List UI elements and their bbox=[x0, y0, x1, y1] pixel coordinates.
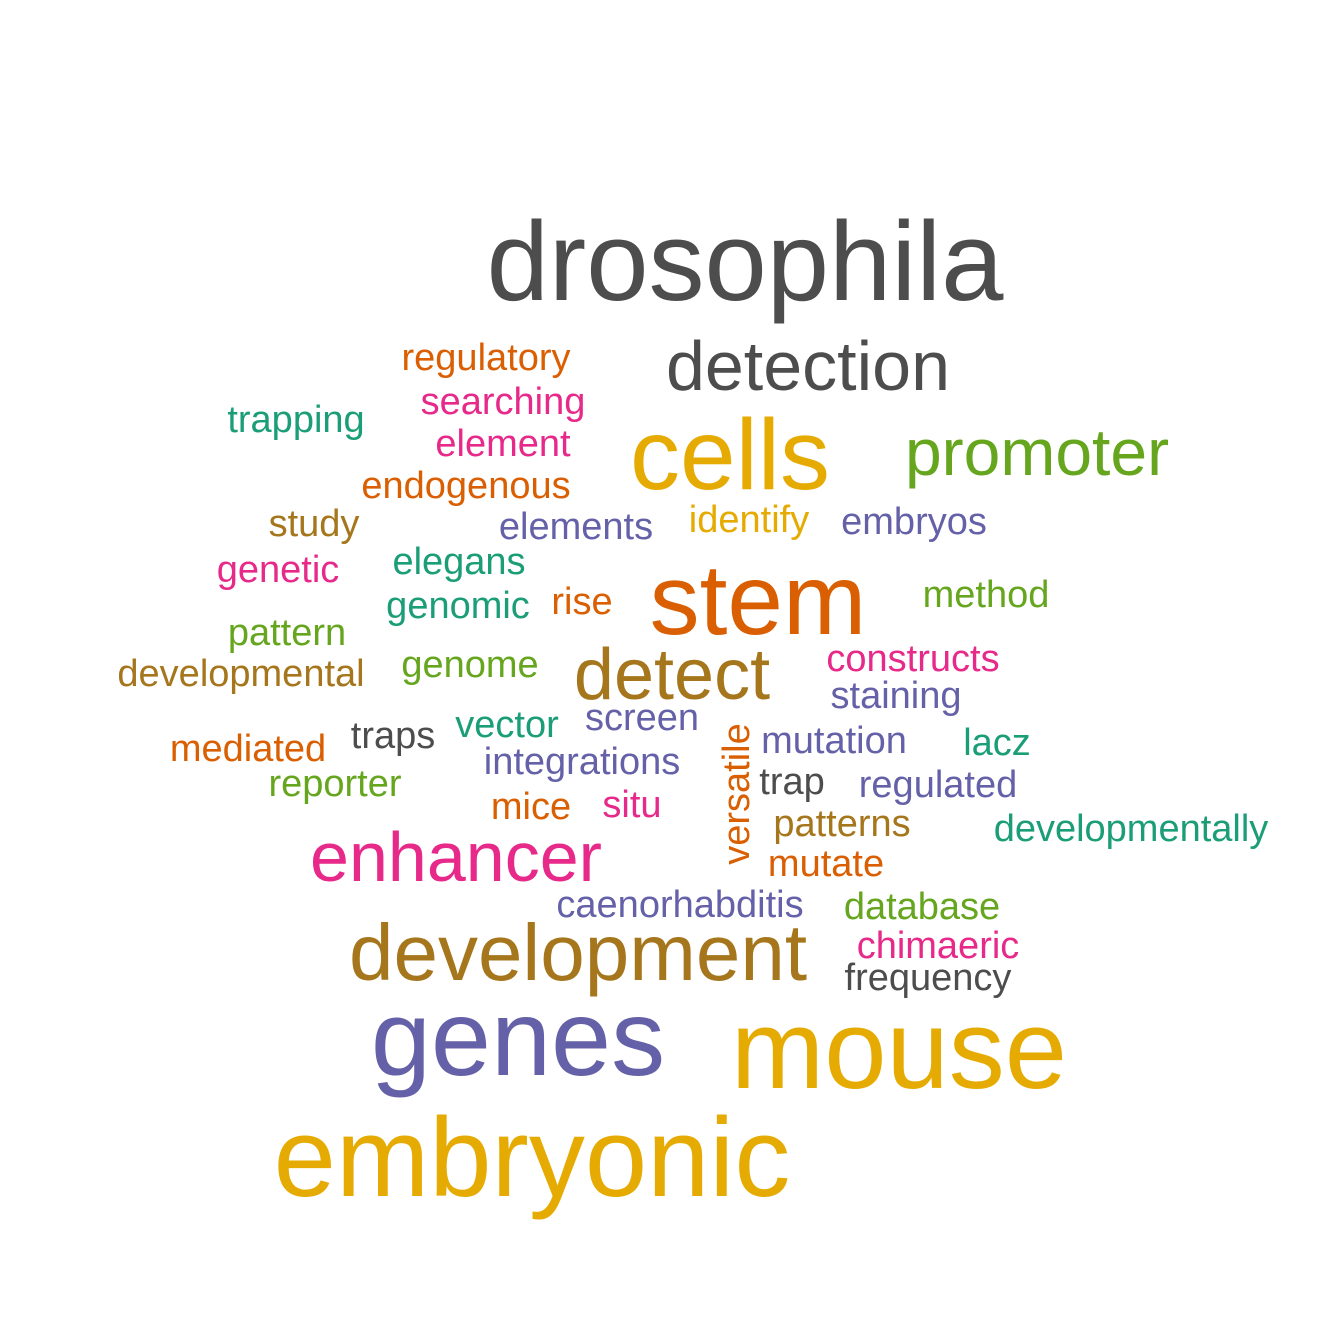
word-mouse: mouse bbox=[730, 987, 1068, 1112]
word-constructs: constructs bbox=[826, 638, 1000, 680]
word-drosophila: drosophila bbox=[486, 199, 1004, 324]
word-identify: identify bbox=[688, 499, 810, 541]
word-traps: traps bbox=[350, 715, 436, 757]
word-developmental: developmental bbox=[117, 653, 365, 695]
word-caenorhabditis: caenorhabditis bbox=[556, 884, 804, 926]
word-versatile: versatile bbox=[716, 723, 758, 865]
word-vector: vector bbox=[455, 704, 559, 746]
word-developmentally: developmentally bbox=[993, 808, 1269, 850]
word-detection: detection bbox=[665, 327, 951, 405]
word-frequency: frequency bbox=[844, 957, 1012, 999]
word-situ: situ bbox=[602, 784, 662, 826]
word-enhancer: enhancer bbox=[310, 818, 602, 896]
word-element: element bbox=[435, 423, 571, 465]
word-genetic: genetic bbox=[216, 549, 340, 591]
word-reporter: reporter bbox=[268, 763, 402, 805]
word-cells: cells bbox=[629, 399, 831, 511]
word-study: study bbox=[268, 503, 360, 545]
word-development: development bbox=[348, 908, 808, 997]
word-stem: stem bbox=[649, 544, 867, 656]
word-searching: searching bbox=[420, 381, 586, 423]
word-detect: detect bbox=[573, 635, 771, 715]
word-trap: trap bbox=[759, 761, 825, 803]
word-lacz: lacz bbox=[963, 722, 1031, 764]
word-promoter: promoter bbox=[904, 415, 1170, 489]
word-patterns: patterns bbox=[773, 803, 911, 845]
word-regulated: regulated bbox=[858, 764, 1018, 806]
word-elements: elements bbox=[498, 506, 654, 548]
word-genome: genome bbox=[401, 644, 539, 686]
word-staining: staining bbox=[830, 675, 962, 717]
word-elegans: elegans bbox=[392, 541, 526, 583]
word-rise: rise bbox=[551, 581, 613, 623]
word-chimaeric: chimaeric bbox=[856, 925, 1020, 967]
word-pattern: pattern bbox=[227, 612, 347, 654]
word-method: method bbox=[922, 574, 1050, 616]
word-embryonic: embryonic bbox=[273, 1095, 791, 1220]
word-endogenous: endogenous bbox=[361, 465, 571, 507]
word-regulatory: regulatory bbox=[401, 337, 571, 379]
word-trapping: trapping bbox=[227, 399, 365, 441]
word-mediated: mediated bbox=[169, 728, 327, 770]
word-mutate: mutate bbox=[767, 843, 885, 885]
word-embryos: embryos bbox=[841, 501, 987, 543]
word-database: database bbox=[843, 886, 1001, 928]
word-genes: genes bbox=[370, 977, 666, 1098]
word-genomic: genomic bbox=[386, 585, 530, 627]
word-mutation: mutation bbox=[761, 720, 907, 762]
word-screen: screen bbox=[584, 697, 700, 739]
word-mice: mice bbox=[490, 786, 572, 828]
word-integrations: integrations bbox=[483, 741, 681, 783]
